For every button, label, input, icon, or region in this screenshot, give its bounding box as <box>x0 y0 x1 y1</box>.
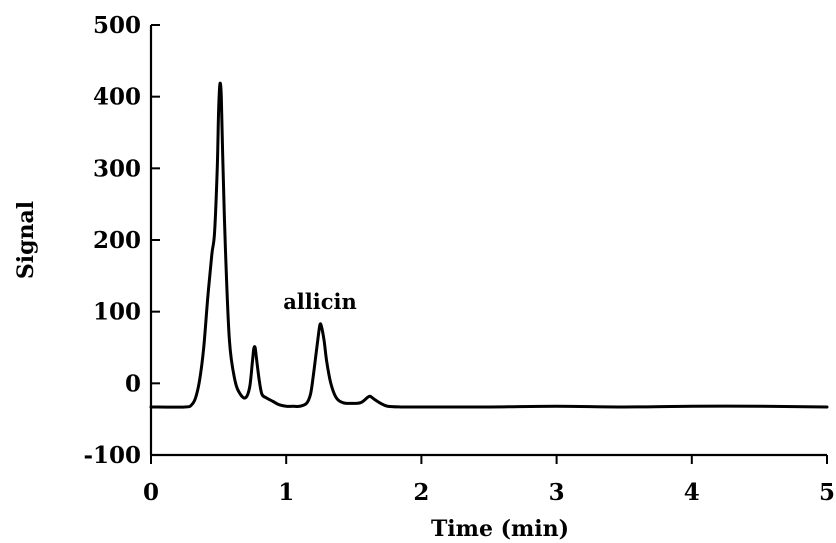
x-tick-label: 3 <box>549 479 565 506</box>
x-tick-label: 0 <box>143 479 159 506</box>
y-tick-label: 500 <box>93 12 141 39</box>
y-tick-label: 100 <box>93 299 141 326</box>
axes-layer <box>149 25 827 457</box>
x-axis-title: Time (min) <box>431 516 569 542</box>
y-tick-label: 400 <box>93 84 141 111</box>
data-layer <box>149 81 829 409</box>
y-tick-label: -100 <box>83 442 141 469</box>
ticks-layer <box>150 24 828 464</box>
y-tick-label: 300 <box>93 155 141 182</box>
y-tick-label: 200 <box>93 227 141 254</box>
y-axis-title: Signal <box>13 201 39 279</box>
peak-annotation: allicin <box>283 289 357 314</box>
x-tick-label: 1 <box>278 479 294 506</box>
y-tick-label: 0 <box>125 370 141 397</box>
x-tick-label: 2 <box>413 479 429 506</box>
x-tick-label: 4 <box>684 479 700 506</box>
series-line <box>149 81 829 409</box>
x-tick-label: 5 <box>819 479 835 506</box>
